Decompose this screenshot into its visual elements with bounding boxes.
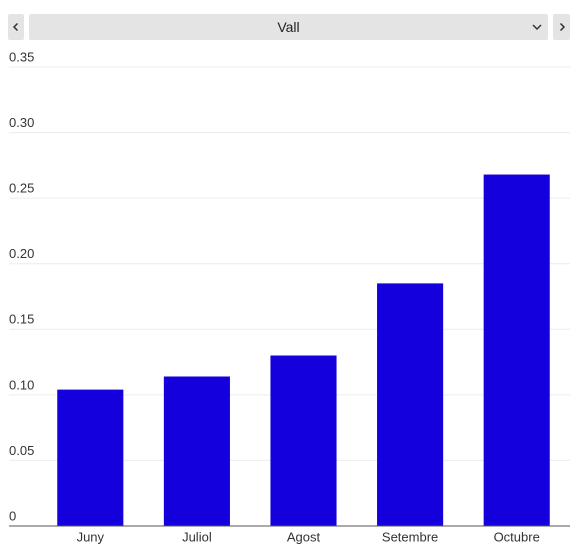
y-tick-label: 0.25 [9,181,34,196]
y-tick-label: 0.30 [9,115,34,130]
y-tick-label: 0.35 [9,49,34,64]
bar [163,376,230,526]
x-tick-label: Setembre [382,529,438,544]
x-tick-label: Octubre [494,529,540,544]
y-tick-label: 0.15 [9,312,34,327]
prev-button[interactable] [8,14,24,40]
chevron-left [12,22,19,32]
bar [377,283,444,526]
next-button[interactable] [553,14,570,40]
filter-value: Vall [277,19,300,35]
bar [57,389,124,526]
x-tick-label: Juny [77,529,105,544]
y-tick-label: 0.05 [9,443,34,458]
bar [483,174,550,526]
bar [270,355,337,526]
chevron-down [532,24,542,31]
filter-dropdown[interactable]: Vall [29,14,548,40]
x-tick-label: Juliol [182,529,212,544]
y-tick-label: 0.20 [9,246,34,261]
chevron-right [559,22,565,32]
y-tick-label: 0.10 [9,377,34,392]
y-tick-label: 0 [9,508,16,523]
x-tick-label: Agost [287,529,321,544]
